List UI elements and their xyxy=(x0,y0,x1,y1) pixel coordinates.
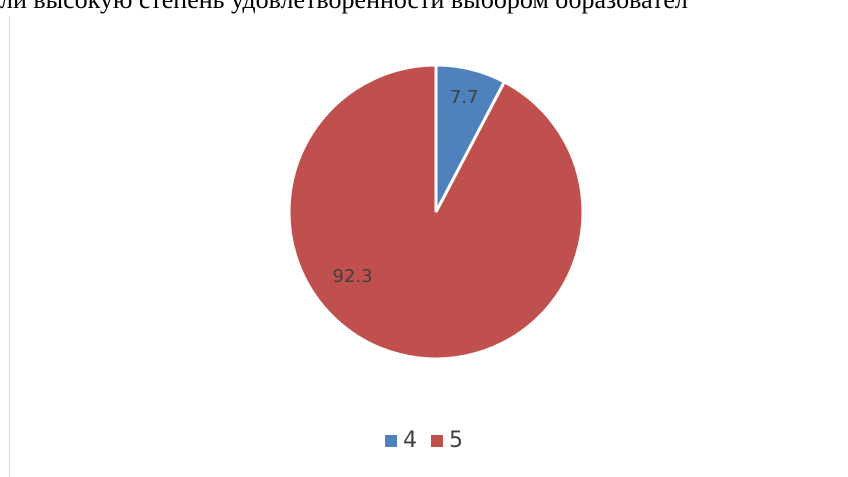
pie-slice-5 xyxy=(287,63,585,361)
data-label-4: 7.7 xyxy=(450,87,479,108)
document-text-line: ли высокую степень удовлетворенности выб… xyxy=(0,0,848,14)
legend-item-4: 4 xyxy=(385,428,417,453)
legend-label-5: 5 xyxy=(449,428,463,453)
data-label-5: 92.3 xyxy=(333,266,373,287)
legend-label-4: 4 xyxy=(403,428,417,453)
chart-legend: 4 5 xyxy=(0,428,848,453)
legend-swatch-5 xyxy=(431,434,443,447)
legend-swatch-4 xyxy=(385,434,397,447)
legend-item-5: 5 xyxy=(431,428,463,453)
chart-frame xyxy=(9,16,848,477)
